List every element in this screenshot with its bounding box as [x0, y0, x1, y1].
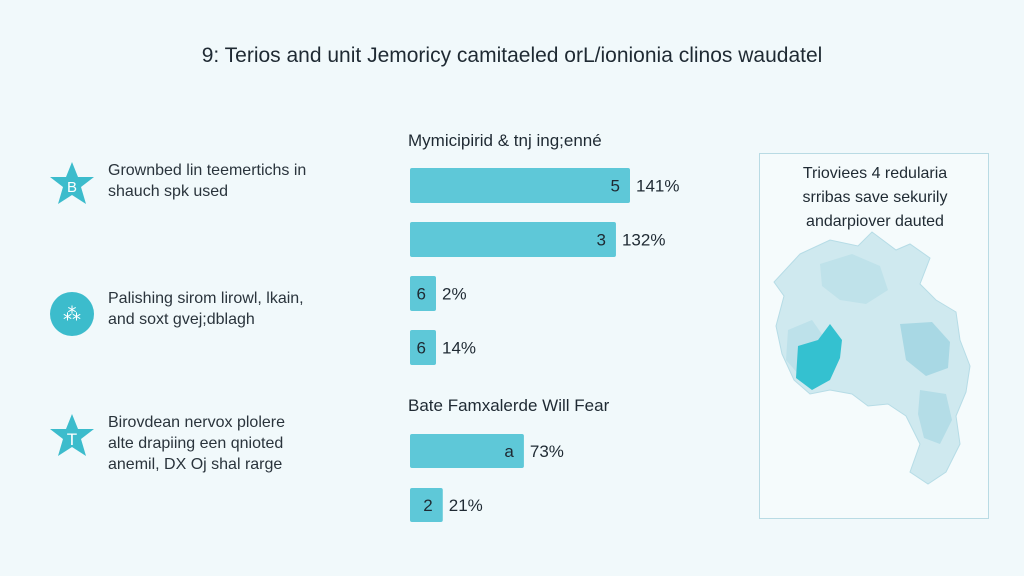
map-region-southeast: [918, 390, 952, 444]
chart-1-bar-1: [410, 168, 630, 203]
chart-2-category-label-2: 2: [423, 496, 432, 515]
chart-1-bar-3: [410, 276, 436, 311]
feature-item-2: ⁂ Palishing sirom lirowl, lkain, and sox…: [46, 288, 366, 340]
map-panel: Trioviees 4 redularia srribas save sekur…: [759, 153, 989, 519]
region-map: [773, 231, 971, 485]
chart-1-value-label-4: 14%: [442, 339, 476, 358]
chart-1-value-label-1: 141%: [636, 177, 679, 196]
chart-1-category-label-2: 3: [596, 231, 605, 250]
svg-text:B: B: [67, 179, 77, 196]
feature-text-2: Palishing sirom lirowl, lkain, and soxt …: [108, 290, 304, 328]
svg-text:⁂: ⁂: [63, 304, 81, 325]
star-badge-icon: T: [50, 414, 94, 456]
chart-2-value-label-1: 73%: [530, 442, 564, 461]
feature-item-1: B Grownbed lin teemertichs in shauch spk…: [46, 160, 366, 212]
chart-1-title: Mymicipirid & tnj ing;enné: [408, 131, 602, 150]
chart-2-bar-2: [410, 488, 443, 522]
feature-text-1: Grownbed lin teemertichs in shauch spk u…: [108, 162, 307, 200]
chart-1-value-label-3: 2%: [442, 285, 467, 304]
circle-pattern-icon: ⁂: [50, 292, 94, 336]
chart-1-category-label-3: 6: [417, 285, 426, 304]
page-title: 9: Terios and unit Jemoricy camitaeled o…: [201, 44, 823, 67]
feature-item-3: T Birovdean nervox plolere alte drapiing…: [46, 412, 366, 475]
chart-1-value-label-2: 132%: [622, 231, 665, 250]
chart-2-title: Bate Famxalerde Will Fear: [408, 396, 610, 415]
chart-2-value-label-2: 21%: [449, 496, 483, 515]
chart-2-category-label-1: a: [504, 442, 514, 461]
chart-1-bar-2: [410, 222, 616, 257]
svg-text:T: T: [67, 430, 77, 449]
chart-2-bar-1: [410, 434, 524, 468]
map-caption: Trioviees 4 redularia srribas save sekur…: [802, 165, 948, 230]
chart-1-category-label-1: 5: [611, 177, 620, 196]
map-region-east: [900, 322, 950, 376]
map-region-north: [820, 254, 888, 304]
map-region-highlight: [796, 324, 842, 390]
star-badge-icon: B: [50, 162, 94, 204]
chart-1-bar-4: [410, 330, 436, 365]
chart-1-category-label-4: 6: [417, 339, 426, 358]
feature-text-3: Birovdean nervox plolere alte drapiing e…: [108, 414, 285, 473]
